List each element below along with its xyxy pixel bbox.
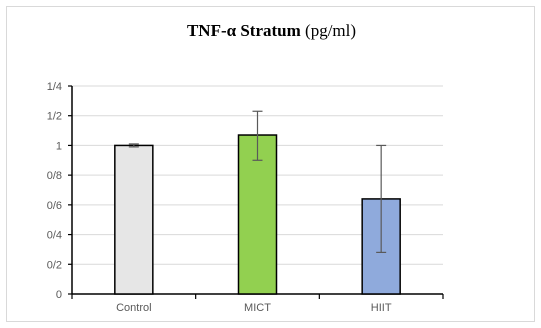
chart-title-unit: (pg/ml) [305,21,357,40]
x-tick-label: HIIT [371,302,392,314]
y-tick-label: 1/4 [47,81,62,93]
x-tick-label: Control [116,302,151,314]
y-tick-label: 0/4 [47,230,62,242]
y-tick-label: 1/2 [47,111,62,123]
chart-title: TNF-α Stratum (pg/ml) [7,21,536,41]
y-tick-label: 0/6 [47,200,62,212]
y-tick-label: 0 [56,289,62,301]
x-tick-label: MICT [244,302,271,314]
bar-control [114,144,154,295]
y-tick-label: 0/2 [47,259,62,271]
bar-mict [237,134,278,295]
y-tick-label: 1 [56,140,62,152]
chart-title-main: TNF-α Stratum [186,21,301,40]
y-tick-label: 0/8 [47,170,62,182]
